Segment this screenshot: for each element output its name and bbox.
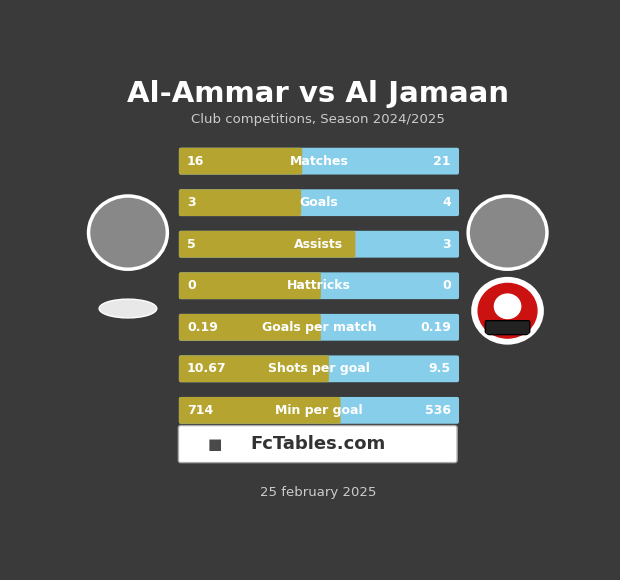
Text: 10.67: 10.67 (187, 362, 227, 375)
Text: 4: 4 (442, 196, 451, 209)
FancyBboxPatch shape (179, 231, 459, 258)
Text: 5: 5 (187, 238, 196, 251)
FancyBboxPatch shape (179, 314, 321, 340)
Text: 0: 0 (187, 279, 196, 292)
Circle shape (473, 278, 542, 343)
Text: Min per goal: Min per goal (275, 404, 363, 417)
FancyBboxPatch shape (179, 426, 457, 463)
Text: FcTables.com: FcTables.com (250, 435, 386, 453)
Text: 0.19: 0.19 (187, 321, 218, 333)
FancyBboxPatch shape (179, 356, 329, 382)
FancyBboxPatch shape (179, 314, 459, 340)
Text: 536: 536 (425, 404, 451, 417)
Text: Goals: Goals (299, 196, 339, 209)
Circle shape (478, 284, 537, 338)
FancyBboxPatch shape (179, 148, 302, 175)
FancyBboxPatch shape (179, 189, 459, 216)
FancyBboxPatch shape (179, 273, 459, 299)
Text: Matches: Matches (290, 155, 348, 168)
Text: 714: 714 (187, 404, 213, 417)
Circle shape (494, 294, 521, 318)
Text: 25 february 2025: 25 february 2025 (260, 487, 376, 499)
FancyBboxPatch shape (179, 397, 459, 424)
Text: ■: ■ (207, 437, 221, 452)
FancyBboxPatch shape (485, 321, 529, 335)
Text: 21: 21 (433, 155, 451, 168)
FancyBboxPatch shape (179, 356, 459, 382)
FancyBboxPatch shape (179, 148, 459, 175)
FancyBboxPatch shape (179, 273, 321, 299)
Text: 0: 0 (442, 279, 451, 292)
Text: Al-Ammar vs Al Jamaan: Al-Ammar vs Al Jamaan (126, 80, 509, 108)
Text: Club competitions, Season 2024/2025: Club competitions, Season 2024/2025 (191, 113, 445, 126)
Text: 9.5: 9.5 (428, 362, 451, 375)
Text: 3: 3 (187, 196, 196, 209)
Text: Shots per goal: Shots per goal (268, 362, 370, 375)
FancyBboxPatch shape (179, 189, 301, 216)
Circle shape (468, 196, 547, 269)
Text: 3: 3 (442, 238, 451, 251)
Text: Hattricks: Hattricks (287, 279, 351, 292)
Text: Assists: Assists (294, 238, 343, 251)
Circle shape (89, 196, 167, 269)
FancyBboxPatch shape (179, 231, 355, 258)
Text: 16: 16 (187, 155, 205, 168)
Text: 0.19: 0.19 (420, 321, 451, 333)
Text: Goals per match: Goals per match (262, 321, 376, 333)
FancyBboxPatch shape (179, 397, 340, 424)
Ellipse shape (99, 299, 157, 318)
